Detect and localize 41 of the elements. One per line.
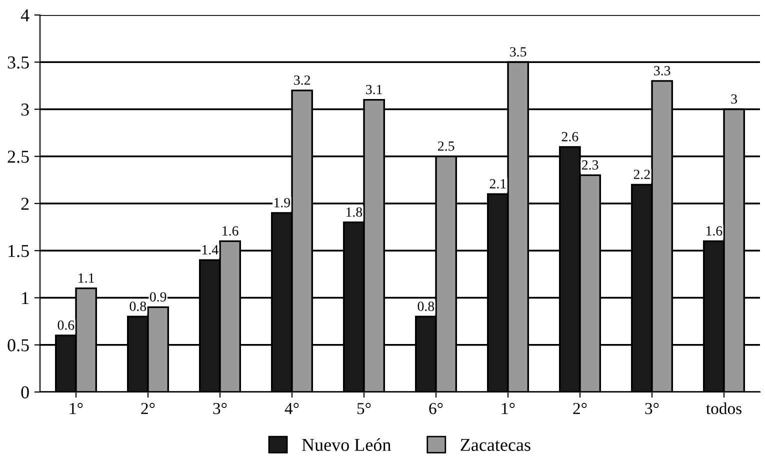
data-label: 1.6 [222, 226, 238, 236]
y-tick-label: 2.5 [8, 150, 29, 163]
y-tick-label: 0.5 [8, 339, 29, 352]
y-tick-label: 3 [21, 104, 29, 116]
x-tick-label: 4° [284, 402, 299, 414]
data-label: 3.5 [510, 47, 526, 57]
legend-label: Nuevo León [302, 438, 391, 451]
x-tick-label: 3° [645, 402, 659, 414]
x-tick-label: 1° [70, 402, 83, 414]
x-tick-label: 1° [502, 402, 515, 414]
data-label: 1.6 [706, 226, 722, 236]
x-tick-label: 6° [429, 402, 443, 414]
y-tick-label: 2 [21, 198, 29, 210]
data-label: 0.8 [130, 302, 146, 312]
data-label: 1.4 [202, 245, 218, 255]
data-label: 3.1 [366, 84, 382, 94]
data-label: 3 [731, 94, 738, 104]
data-label: 0.6 [58, 320, 74, 330]
y-tick-label: 1 [22, 292, 28, 304]
data-label: 2.1 [490, 179, 506, 189]
data-label: 2.5 [438, 141, 454, 151]
x-tick-label: 5° [357, 402, 371, 414]
data-label: 2.6 [562, 132, 578, 142]
data-label: 1.9 [274, 198, 290, 208]
y-tick-label: 1.5 [8, 244, 29, 258]
data-label: 0.8 [418, 302, 434, 312]
x-tick-label: todos [706, 402, 742, 414]
data-label: 1.1 [78, 273, 94, 283]
data-label: 3.3 [654, 66, 670, 76]
data-label: 3.2 [294, 75, 310, 85]
data-label: 2.3 [582, 160, 598, 170]
data-label: 2.2 [634, 170, 650, 180]
x-tick-label: 2° [141, 402, 155, 414]
x-tick-label: 3° [213, 402, 227, 414]
y-tick-label: 0 [21, 386, 29, 398]
x-tick-label: 2° [573, 402, 587, 414]
y-tick-label: 3.5 [8, 56, 29, 69]
legend-label: Zacatecas [460, 438, 530, 451]
y-tick-label: 4 [20, 9, 30, 22]
data-label: 1.8 [346, 207, 362, 217]
data-label: 0.9 [150, 292, 166, 302]
